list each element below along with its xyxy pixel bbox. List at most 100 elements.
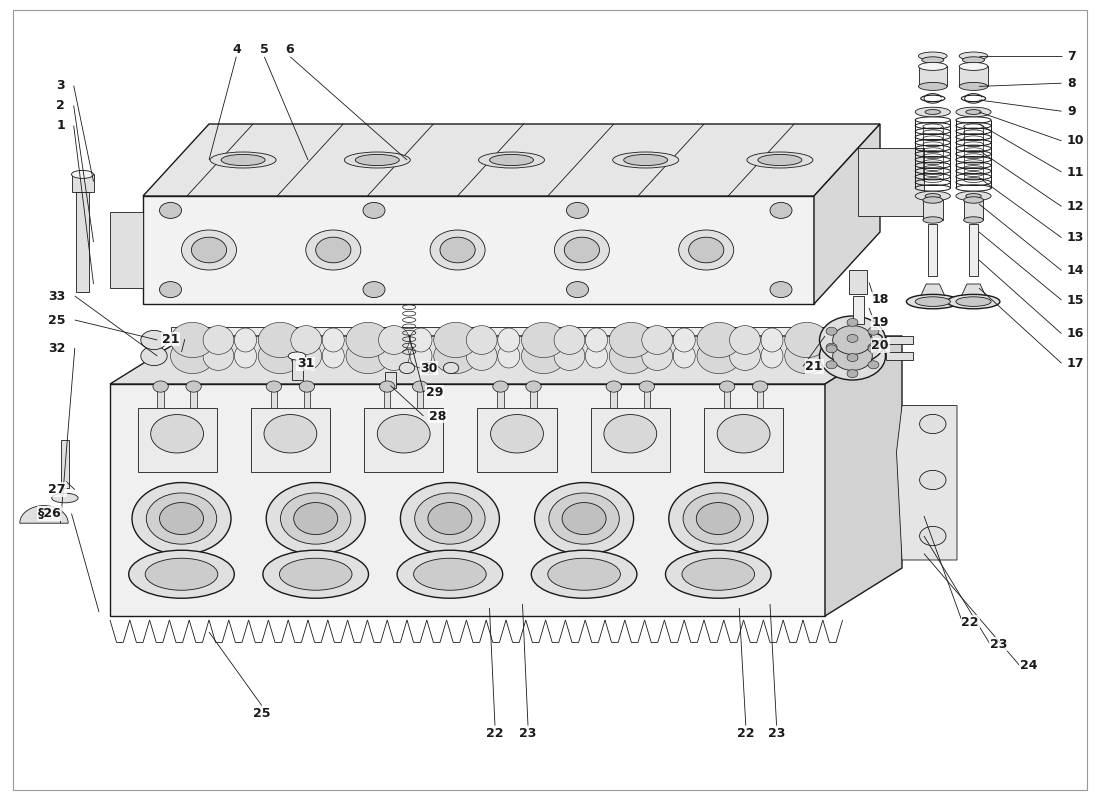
Text: 19: 19 [871,316,889,329]
Ellipse shape [915,297,950,306]
Polygon shape [896,406,957,560]
Ellipse shape [918,52,947,60]
Ellipse shape [669,482,768,554]
Ellipse shape [535,482,634,554]
Ellipse shape [160,502,204,534]
Text: 7: 7 [1067,50,1076,62]
Text: 1: 1 [56,119,65,132]
Bar [384,388,390,408]
Ellipse shape [204,342,234,370]
Text: 22: 22 [737,727,755,740]
Ellipse shape [549,493,619,544]
Ellipse shape [322,328,344,352]
Circle shape [379,381,395,392]
Text: eurospares: eurospares [194,143,422,177]
Circle shape [141,330,167,350]
Circle shape [770,202,792,218]
Circle shape [752,381,768,392]
Circle shape [770,282,792,298]
Ellipse shape [288,352,306,360]
Ellipse shape [834,331,882,344]
Ellipse shape [761,328,783,352]
Ellipse shape [346,322,390,358]
Bar [271,388,277,408]
Ellipse shape [679,230,734,270]
Bar [60,440,69,488]
Ellipse shape [641,326,672,354]
Bar [497,388,504,408]
Text: 2: 2 [56,99,65,112]
Ellipse shape [221,154,265,166]
Text: 14: 14 [1067,264,1085,277]
Text: 23: 23 [768,727,785,740]
Ellipse shape [966,194,981,198]
Text: 4: 4 [232,43,241,56]
Text: 27: 27 [48,483,66,496]
Ellipse shape [531,550,637,598]
Ellipse shape [290,326,321,354]
Ellipse shape [399,362,415,374]
Text: 32: 32 [48,342,66,354]
Ellipse shape [554,326,585,354]
Polygon shape [920,284,946,298]
Ellipse shape [673,328,695,352]
Ellipse shape [170,322,214,358]
Ellipse shape [758,154,802,166]
Ellipse shape [306,230,361,270]
Bar [477,408,557,472]
Text: 18: 18 [871,293,889,306]
Text: eurospares: eurospares [568,143,796,177]
Circle shape [920,414,946,434]
Circle shape [920,470,946,490]
Polygon shape [825,336,902,616]
Ellipse shape [129,550,234,598]
Polygon shape [143,124,880,196]
Circle shape [363,202,385,218]
Ellipse shape [397,550,503,598]
Bar [530,388,537,408]
Ellipse shape [466,326,497,354]
Ellipse shape [428,502,472,534]
Ellipse shape [673,344,695,368]
Ellipse shape [378,326,409,354]
Circle shape [868,343,879,351]
Ellipse shape [959,52,988,60]
Ellipse shape [266,482,365,554]
Text: 21: 21 [162,333,179,346]
Ellipse shape [956,297,991,306]
Polygon shape [960,284,987,298]
Ellipse shape [956,191,991,201]
Bar [591,408,670,472]
Bar [364,408,443,472]
Bar [417,388,424,408]
Polygon shape [170,343,836,369]
Ellipse shape [415,493,485,544]
Ellipse shape [146,493,217,544]
Bar [644,388,650,408]
Circle shape [833,326,872,354]
Ellipse shape [433,322,477,358]
Text: 5: 5 [260,43,268,56]
Ellipse shape [279,558,352,590]
Bar [76,192,89,292]
Ellipse shape [204,326,234,354]
Ellipse shape [280,493,351,544]
Text: 28: 28 [429,410,447,422]
Ellipse shape [729,342,760,370]
Ellipse shape [624,154,668,166]
Bar [969,224,978,276]
Bar [757,388,763,408]
Ellipse shape [182,230,236,270]
Circle shape [186,381,201,392]
Ellipse shape [641,342,672,370]
Bar [251,408,330,472]
Bar [610,388,617,408]
Bar [138,408,217,472]
Polygon shape [20,506,68,523]
Ellipse shape [966,110,981,114]
Bar [724,388,730,408]
Ellipse shape [443,362,459,374]
Bar [72,174,94,192]
Ellipse shape [585,328,607,352]
Text: eurospares: eurospares [568,399,796,433]
